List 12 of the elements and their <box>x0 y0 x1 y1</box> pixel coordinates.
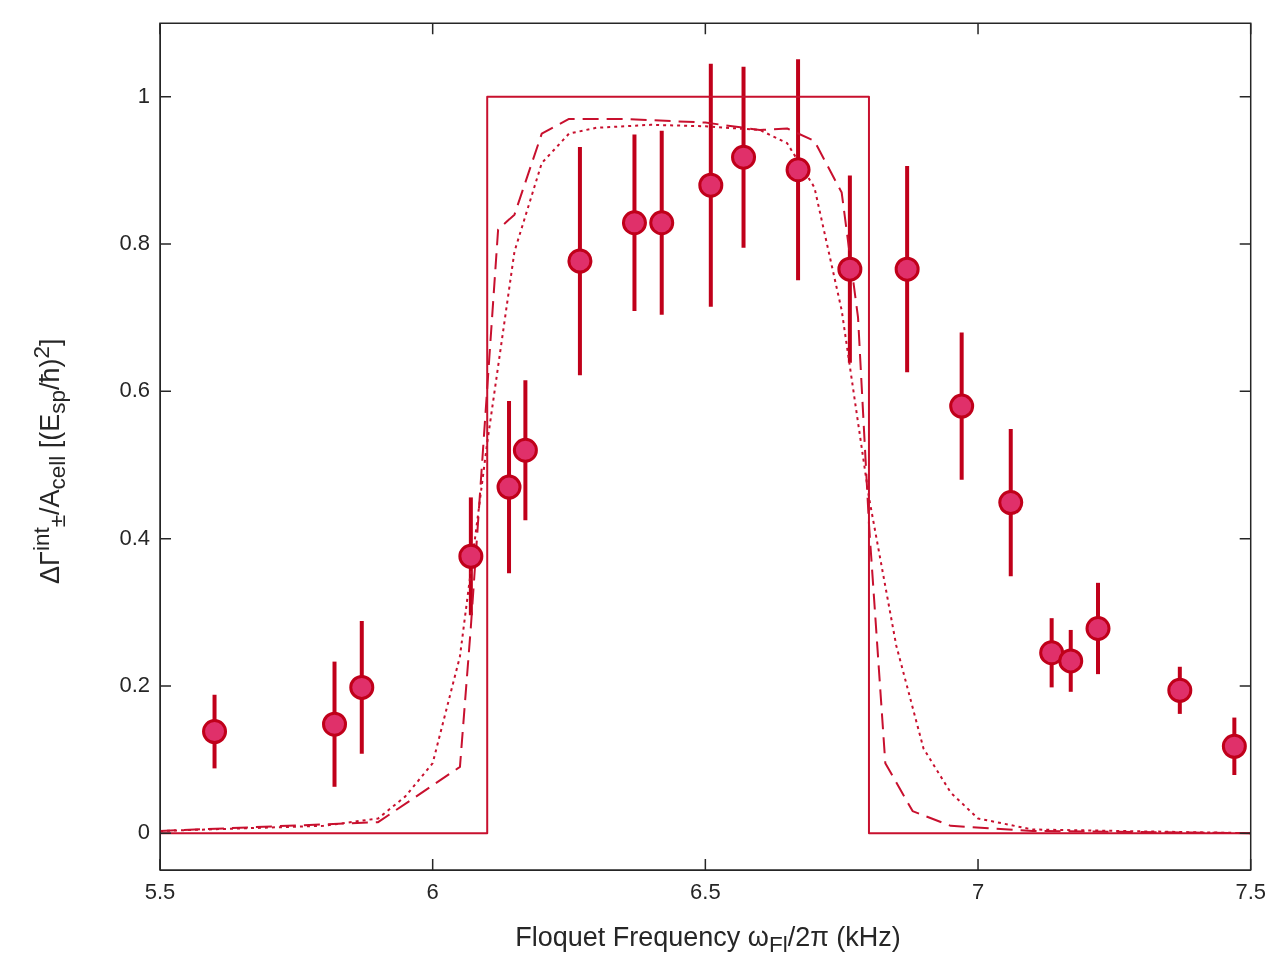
x-tick-label: 5.5 <box>144 879 176 905</box>
y-tick-label: 0.8 <box>119 230 150 256</box>
y-tick-label: 1 <box>137 82 150 108</box>
x-tick-label: 6.5 <box>690 879 721 905</box>
x-tick-label: 6 <box>426 879 439 905</box>
y-tick-label: 0.2 <box>119 671 150 697</box>
x-axis-title: Floquet Frequency ω$_{Fl}$/2π (kHz) <box>514 922 902 959</box>
y-tick-label: 0 <box>137 819 150 845</box>
y-tick-label: 0.4 <box>119 524 150 550</box>
x-tick-label: 7.5 <box>1235 879 1267 905</box>
x-tick-label: 7 <box>971 879 985 905</box>
y-tick-label: 0.6 <box>119 377 150 403</box>
